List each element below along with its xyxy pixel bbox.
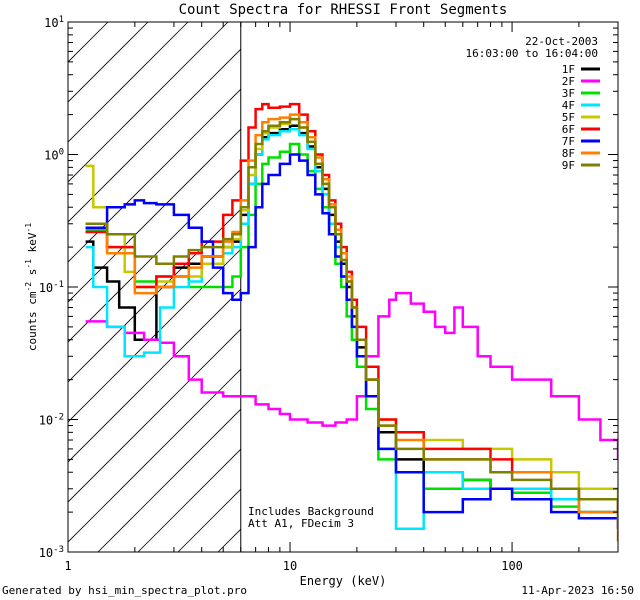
- y-tick-label: 101: [44, 15, 64, 30]
- y-tick-label: 10-2: [39, 413, 64, 428]
- hatch-line: [68, 368, 241, 543]
- series-2F-line: [85, 291, 618, 460]
- hatch-line: [68, 22, 189, 143]
- date-label: 22-Oct-2003: [525, 35, 598, 48]
- hatch-line: [137, 448, 241, 552]
- hatch-line: [68, 168, 241, 343]
- x-axis-labels: 1 10 100: [64, 559, 523, 573]
- series-7F-line: [85, 153, 618, 529]
- y-tick-label: 100: [44, 148, 64, 163]
- y-axis-label: counts cm-2 s-1 keV-1: [24, 223, 39, 351]
- generated-by-label: Generated by hsi_min_spectra_plot.pro: [2, 584, 248, 597]
- hatch-line: [68, 128, 241, 303]
- legend-label-6F: 6F: [562, 123, 575, 136]
- legend-label-1F: 1F: [562, 63, 575, 76]
- x-tick-label: 10: [283, 559, 297, 573]
- hatch-line: [68, 88, 241, 263]
- y-tick-label: 10-1: [39, 280, 64, 295]
- chart-title: Count Spectra for RHESSI Front Segments: [179, 2, 508, 18]
- legend-label-4F: 4F: [562, 99, 575, 112]
- axis-ticks: [67, 21, 619, 553]
- attenuator-annotation: Att A1, FDecim 3: [248, 517, 354, 530]
- hatch-line: [68, 48, 241, 223]
- hatch-line: [68, 22, 229, 183]
- background-annotation: Includes Background: [248, 505, 374, 518]
- legend-label-2F: 2F: [562, 75, 575, 88]
- x-tick-label: 1: [64, 559, 71, 573]
- series-layer: [85, 102, 618, 542]
- x-axis-label: Energy (keV): [300, 574, 387, 588]
- timestamp-label: 11-Apr-2023 16:50: [521, 584, 634, 597]
- y-tick-label: 10-3: [39, 545, 64, 560]
- series-4F-line: [85, 128, 618, 530]
- y-axis-labels: 10-3 10-2 10-1 100 101: [39, 15, 64, 560]
- series-9F-line: [85, 117, 618, 513]
- x-tick-label: 100: [501, 559, 523, 573]
- series-1F-line: [85, 124, 618, 519]
- hatch-line: [68, 328, 241, 503]
- legend-label-3F: 3F: [562, 87, 575, 100]
- legend-label-5F: 5F: [562, 111, 575, 124]
- legend-label-8F: 8F: [562, 147, 575, 160]
- hatch-line: [97, 408, 241, 552]
- time-range-label: 16:03:00 to 16:04:00: [466, 47, 598, 60]
- legend-label-7F: 7F: [562, 135, 575, 148]
- legend-label-9F: 9F: [562, 159, 575, 172]
- series-3F-line: [85, 142, 618, 529]
